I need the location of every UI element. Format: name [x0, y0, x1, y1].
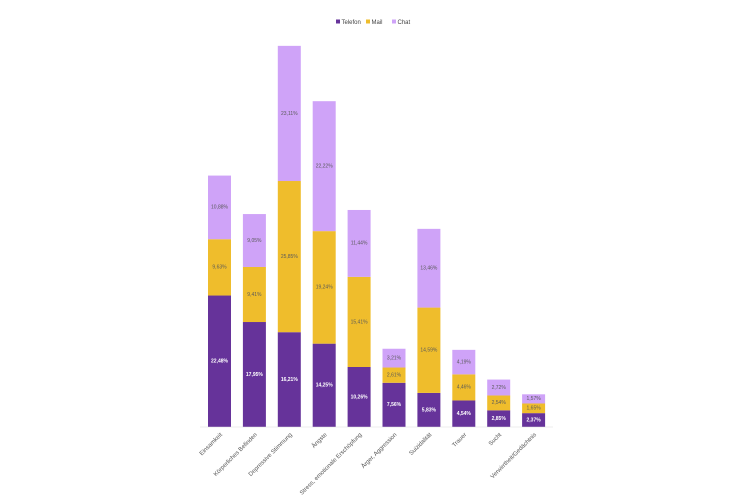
data-label: 4,19%	[457, 359, 472, 365]
category-label: Stress, emotionale Erschöpfung	[299, 432, 363, 496]
data-label: 25,85%	[281, 254, 299, 260]
data-label: 10,88%	[211, 205, 229, 211]
data-label: 15,41%	[351, 319, 369, 325]
bar-segment-mail	[312, 231, 336, 344]
data-label: 3,21%	[387, 355, 402, 361]
legend-label: Telefon	[342, 20, 361, 26]
bar-segment-telefon	[242, 322, 266, 427]
bar-segment-telefon	[347, 366, 371, 427]
bars-group	[208, 45, 546, 427]
data-label: 9,05%	[247, 238, 262, 244]
data-label: 4,46%	[457, 385, 472, 391]
data-label: 2,85%	[492, 416, 507, 422]
category-label: Suizidalität	[409, 432, 434, 457]
data-label: 13,46%	[420, 266, 438, 272]
data-label: 1,57%	[527, 396, 542, 402]
data-label: 2,37%	[527, 417, 542, 423]
data-label: 5,83%	[422, 407, 437, 413]
data-label: 17,95%	[246, 372, 264, 378]
data-label: 11,44%	[351, 241, 368, 247]
legend-label: Chat	[398, 20, 411, 26]
legend: Telefon Mail Chat	[336, 19, 411, 26]
data-label: 14,59%	[420, 348, 438, 354]
data-label: 23,11%	[281, 111, 298, 117]
bar-segment-telefon	[522, 413, 546, 427]
legend-item-chat: Chat	[392, 19, 411, 26]
data-label: 22,48%	[211, 359, 229, 365]
bar-segment-chat	[452, 349, 476, 375]
bar-segment-chat	[242, 214, 266, 267]
data-label: 19,24%	[316, 285, 334, 291]
bar-segment-mail	[487, 395, 511, 411]
bar-segment-chat	[417, 228, 441, 308]
bar-segment-chat	[312, 101, 336, 232]
bar-segment-telefon	[208, 295, 231, 427]
bar-segment-telefon	[417, 392, 441, 427]
data-label: 22,22%	[316, 163, 334, 169]
bar-segment-chat	[277, 45, 301, 182]
bar-segment-chat	[487, 379, 511, 396]
bar-segment-mail	[522, 403, 546, 414]
data-label: 16,21%	[281, 377, 299, 383]
bar-segment-chat	[522, 394, 546, 404]
legend-swatch-chat	[392, 19, 396, 24]
bar-segment-chat	[208, 175, 231, 240]
legend-swatch-telefon	[336, 19, 340, 24]
bar-segment-mail	[208, 239, 231, 296]
bar-segment-mail	[452, 374, 476, 401]
bar-segment-mail	[417, 307, 441, 393]
data-labels-group: 22,48% 9,63% 10,88% 17,95% 9,41% 9,05% 16,21% 2…	[211, 111, 541, 424]
bar-segment-telefon	[312, 343, 336, 427]
bar-segment-telefon	[382, 382, 406, 427]
category-label: Ärger, Aggression	[360, 431, 398, 469]
category-label: Einsamkeit	[199, 432, 224, 457]
bar-segment-mail	[382, 367, 406, 383]
data-label: 14,25%	[316, 383, 334, 389]
category-label: Ängste	[310, 431, 329, 450]
bar-segment-mail	[242, 266, 266, 323]
category-label: Sucht	[488, 432, 503, 447]
legend-item-telefon: Telefon	[336, 19, 361, 26]
category-label: Trauer	[452, 432, 469, 449]
bar-segment-mail	[347, 276, 371, 367]
data-label: 2,61%	[387, 372, 402, 378]
data-label: 10,26%	[351, 394, 369, 400]
bar-segment-telefon	[487, 410, 511, 427]
bar-segment-chat	[382, 348, 406, 368]
data-label: 4,54%	[457, 411, 472, 417]
data-label: 1,65%	[527, 406, 542, 412]
data-label: 9,41%	[247, 292, 262, 298]
legend-label: Mail	[372, 20, 383, 26]
data-label: 2,54%	[492, 400, 507, 406]
bar-segment-telefon	[277, 332, 301, 427]
legend-item-mail: Mail	[366, 19, 383, 26]
data-label: 2,72%	[492, 385, 507, 391]
bar-segment-telefon	[452, 400, 476, 427]
data-label: 9,63%	[212, 265, 227, 271]
bar-segment-mail	[277, 181, 301, 333]
data-label: 7,56%	[387, 402, 402, 408]
bar-segment-chat	[347, 209, 371, 277]
legend-swatch-mail	[366, 19, 370, 24]
